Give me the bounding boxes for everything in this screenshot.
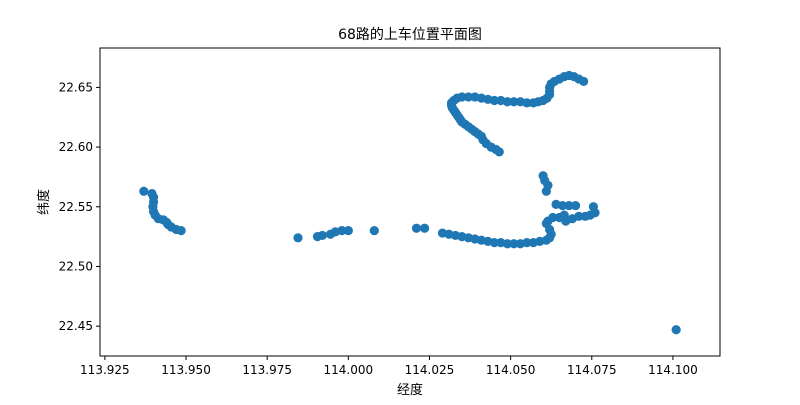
- data-point: [522, 237, 532, 248]
- data-points: [139, 70, 681, 335]
- y-tick-label: 22.60: [59, 140, 93, 154]
- y-axis-label: 纬度: [36, 189, 52, 215]
- data-point: [509, 239, 519, 249]
- chart-title: 68路的上车位置平面图: [338, 26, 482, 43]
- data-point: [343, 226, 353, 236]
- y-tick-label: 22.55: [59, 200, 93, 214]
- x-axis-label: 经度: [397, 382, 423, 398]
- data-point: [420, 223, 430, 233]
- data-point: [570, 200, 581, 211]
- x-axis-ticks: 113.925 113.950 113.975 114.000 114.025 114.0…: [80, 356, 698, 377]
- data-point: [457, 92, 467, 102]
- x-tick-label: 113.950: [161, 363, 211, 377]
- data-point: [337, 226, 347, 236]
- data-point: [139, 186, 149, 196]
- data-point: [509, 97, 519, 107]
- x-tick-label: 114.100: [648, 363, 698, 377]
- x-tick-label: 114.050: [486, 363, 536, 377]
- x-tick-label: 113.975: [242, 363, 292, 377]
- data-point: [671, 325, 681, 335]
- data-point: [522, 98, 532, 108]
- data-point: [489, 95, 499, 106]
- y-axis-ticks: 22.45 22.50 22.55 22.60 22.65: [59, 80, 100, 333]
- y-tick-label: 22.45: [59, 319, 93, 333]
- data-point: [588, 202, 599, 212]
- y-tick-label: 22.65: [59, 80, 93, 94]
- data-point: [176, 226, 186, 236]
- data-point: [564, 200, 574, 211]
- x-tick-label: 113.925: [80, 363, 130, 377]
- data-point: [369, 226, 379, 236]
- data-point: [317, 230, 327, 241]
- data-point: [463, 92, 474, 102]
- data-point: [502, 97, 512, 107]
- data-point: [502, 239, 512, 249]
- x-tick-label: 114.025: [405, 363, 455, 377]
- data-point: [574, 211, 584, 221]
- data-point: [489, 237, 499, 248]
- data-point: [411, 223, 422, 233]
- data-point: [548, 212, 558, 223]
- data-point: [551, 199, 561, 209]
- data-point: [579, 76, 589, 87]
- x-tick-label: 114.075: [567, 363, 617, 377]
- x-tick-label: 114.000: [324, 363, 374, 377]
- data-point: [293, 233, 303, 243]
- y-tick-label: 22.50: [59, 259, 93, 273]
- data-point: [538, 171, 548, 181]
- plot-frame: [99, 47, 721, 357]
